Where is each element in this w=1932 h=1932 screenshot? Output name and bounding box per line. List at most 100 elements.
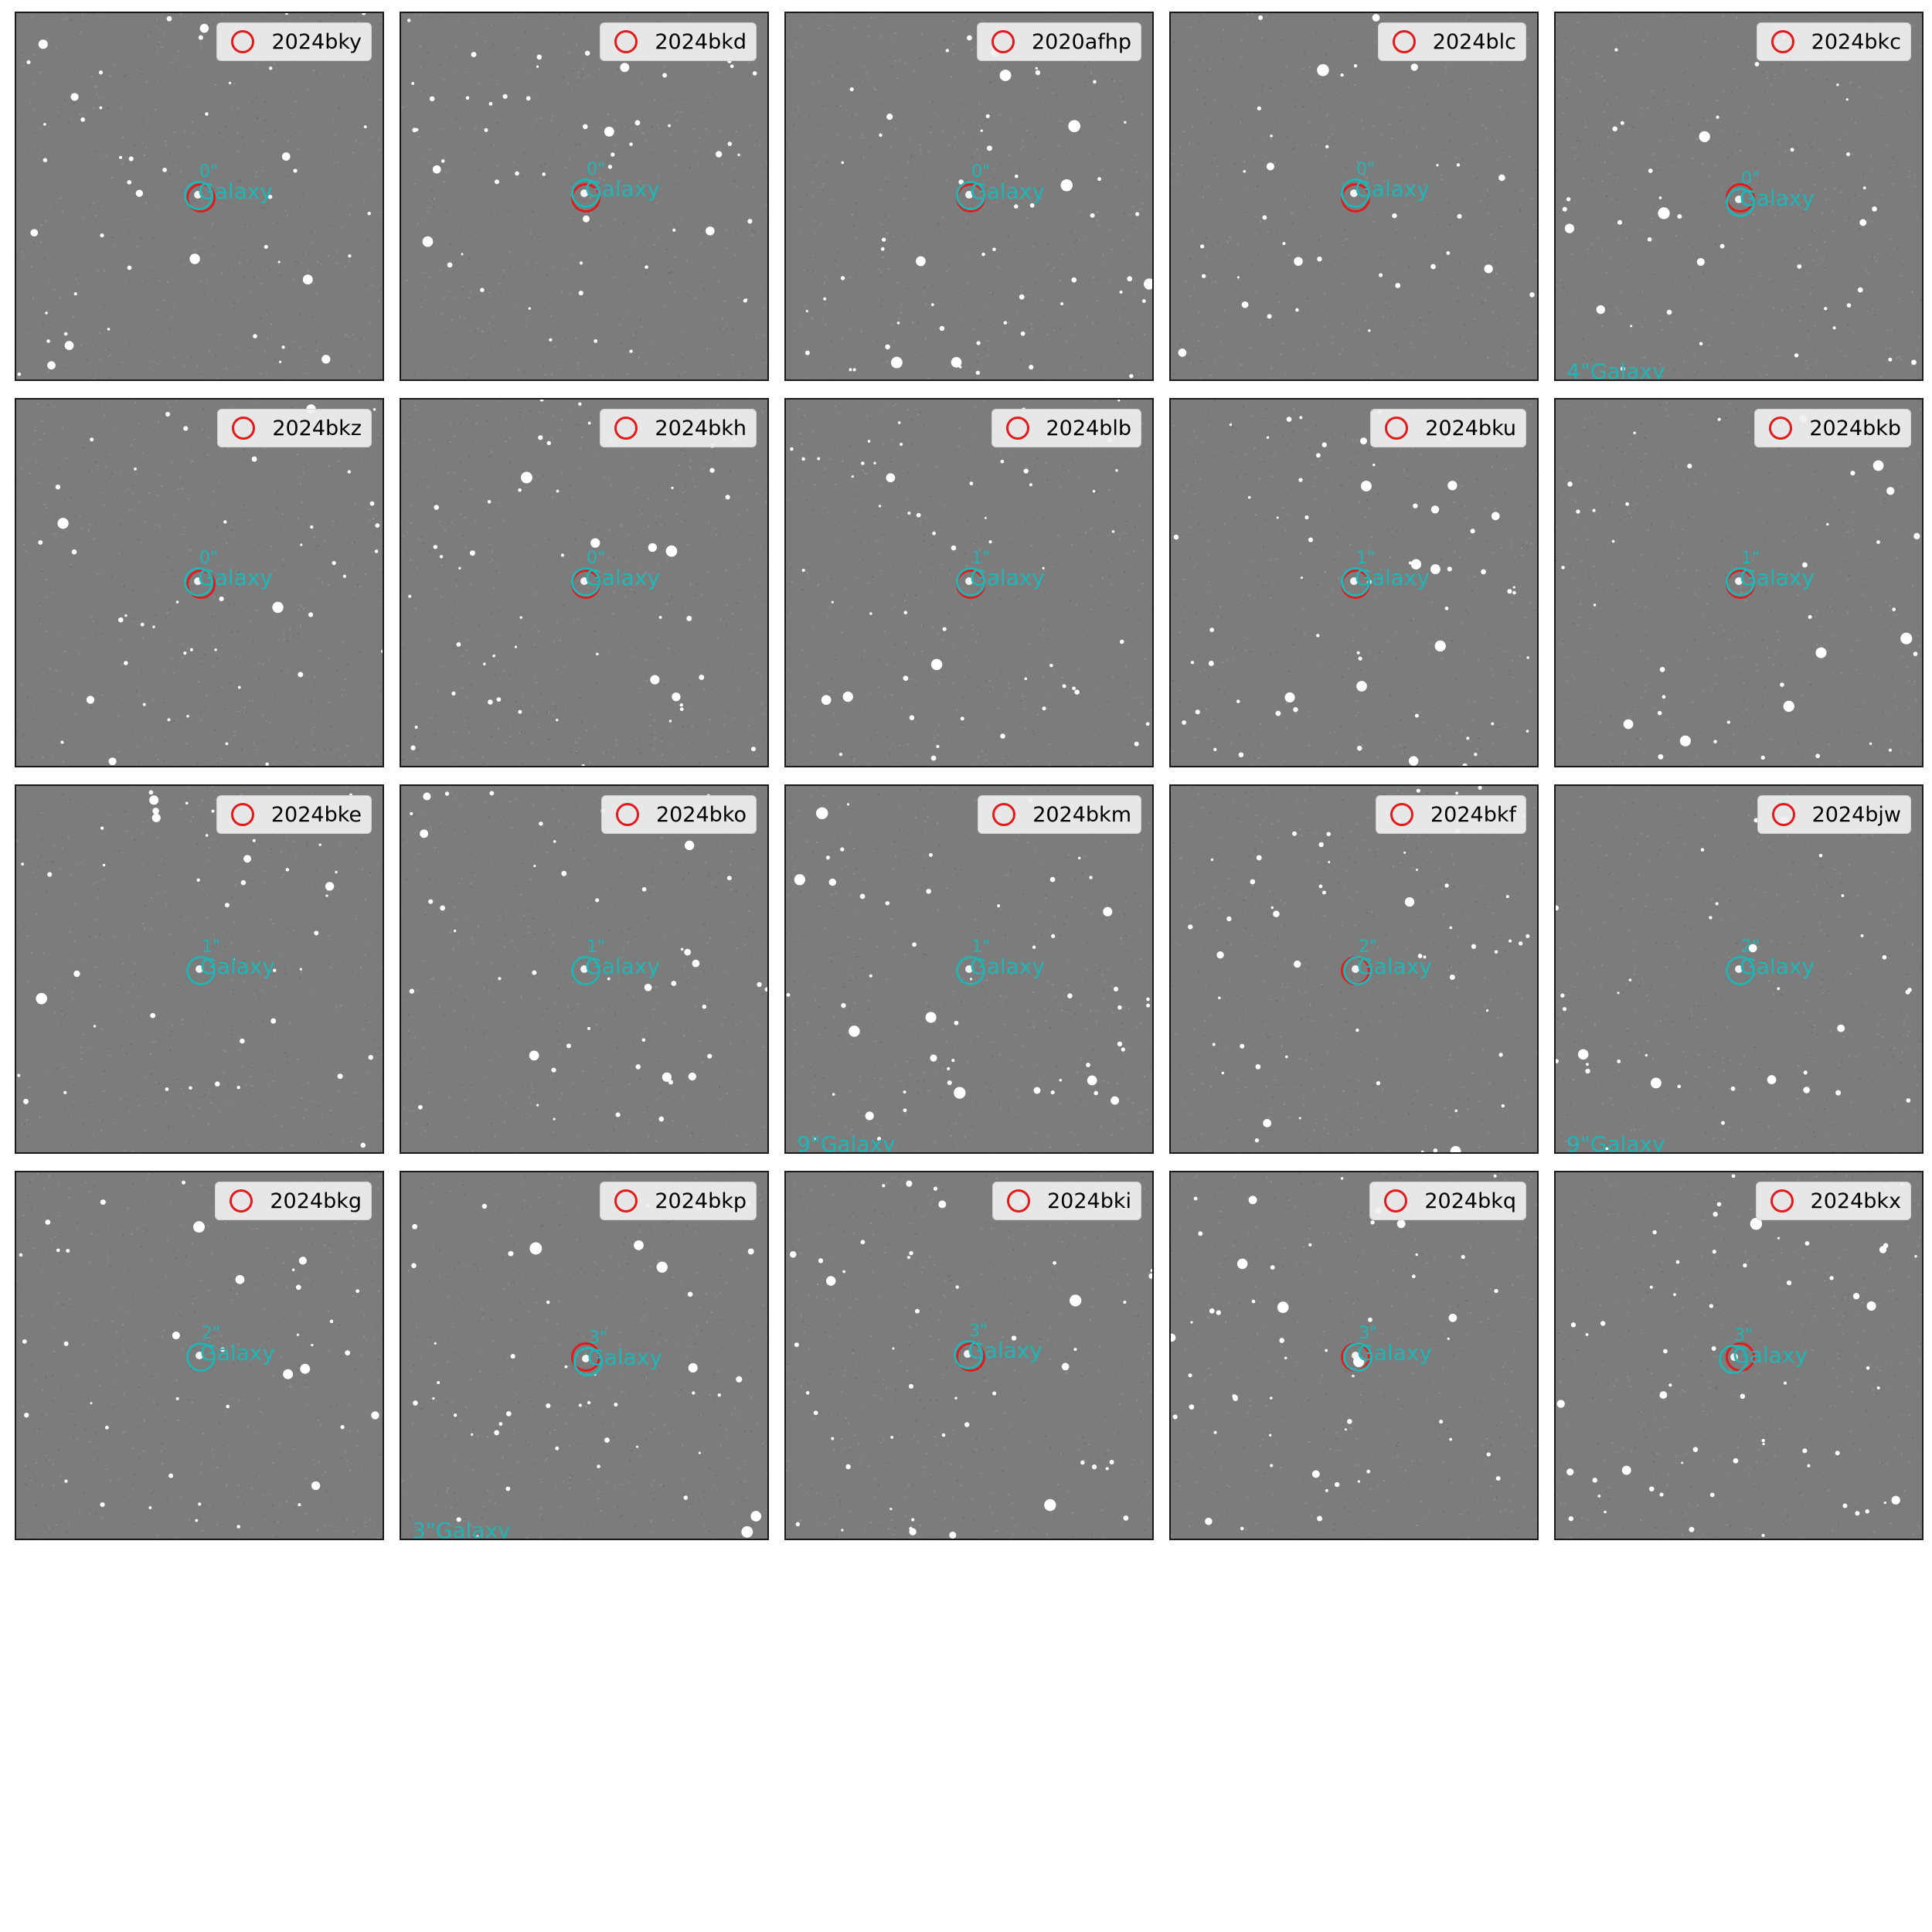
cutout-panel-2024blb[interactable]: 1" Galaxy 2024blb [784,398,1154,767]
legend: 2024bkc [1756,22,1911,61]
legend: 2024bke [216,795,372,834]
host-separation: 0" [199,162,219,182]
host-galaxy-label: 2" Galaxy [200,1325,275,1364]
host-galaxy-marker [1343,1342,1372,1372]
transient-name: 2024bkf [1430,802,1516,827]
host-galaxy-marker [956,956,985,985]
host-galaxy-marker [186,956,216,985]
transient-name: 2020afhp [1031,29,1131,54]
circle-marker-icon [614,30,638,53]
host-galaxy-marker [184,181,213,210]
host-galaxy-label: 1" Galaxy [1740,550,1815,589]
legend: 2024bku [1370,409,1526,447]
cutout-panel-2024bjw[interactable]: 2" Galaxy 9"Galaxy 2024bjw [1554,784,1923,1154]
circle-marker-icon [614,1189,638,1213]
cutout-panel-2024bku[interactable]: 1" Galaxy 2024bku [1169,398,1539,767]
host-galaxy-label: 0" Galaxy [1740,171,1815,209]
host-type: Galaxy [1733,1342,1808,1368]
secondary-host-label: 4"Galaxy [1566,359,1665,381]
host-separation: 2" [1359,937,1378,957]
legend: 2024blb [991,409,1141,447]
host-type: Galaxy [970,954,1045,979]
host-galaxy-marker [571,567,600,597]
host-galaxy-marker [1719,1345,1748,1374]
host-galaxy-label: 2" Galaxy [1357,939,1432,978]
host-galaxy-marker [573,1347,603,1376]
transient-name: 2024bkh [655,416,747,440]
cutout-panel-2024bkz[interactable]: 0" Galaxy 2024bkz [15,398,384,767]
host-galaxy-label: 1" Galaxy [970,550,1045,589]
legend: 2020afhp [976,22,1141,61]
host-galaxy-marker [956,567,985,597]
circle-marker-icon [1770,1189,1794,1213]
circle-marker-icon [614,417,638,440]
cutout-panel-2024bkq[interactable]: 3" Galaxy 2024bkq [1169,1171,1539,1540]
cutout-panel-2020afhp[interactable]: 0" Galaxy 2020afhp [784,12,1154,381]
transient-name: 2024bjw [1811,802,1901,827]
host-separation: 2" [1741,937,1760,957]
cutout-panel-2024bkh[interactable]: 0" Galaxy 2024bkh [400,398,769,767]
cutout-panel-2024bkb[interactable]: 1" Galaxy 2024bkb [1554,398,1923,767]
host-galaxy-label: 3" Galaxy [968,1323,1043,1362]
host-type: Galaxy [200,954,275,979]
host-type: Galaxy [1355,176,1430,202]
cutout-panel-2024bkm[interactable]: 1" Galaxy 9"Galaxy 2024bkm [784,784,1154,1154]
host-galaxy-marker [571,956,600,985]
host-type: Galaxy [587,1345,662,1370]
secondary-host-label: 3"Galaxy [412,1518,511,1540]
host-type: Galaxy [968,1338,1043,1363]
cutout-panel-2024bke[interactable]: 1" Galaxy 2024bke [15,784,384,1154]
host-separation: 0" [199,549,219,568]
circle-marker-icon [615,803,639,826]
transient-name: 2024bki [1047,1189,1131,1213]
circle-marker-icon [1771,803,1795,826]
host-galaxy-label: 3" Galaxy [1733,1328,1808,1366]
cutout-panel-2024bkc[interactable]: 0" Galaxy 4"Galaxy 2024bkc [1554,12,1923,381]
host-type: Galaxy [1357,1340,1432,1366]
cutout-panel-2024bky[interactable]: 0" Galaxy 2024bky [15,12,384,381]
legend: 2024bko [600,795,757,834]
host-galaxy-marker [1341,567,1370,597]
cutout-panel-2024bkg[interactable]: 2" Galaxy 2024bkg [15,1171,384,1540]
host-type: Galaxy [585,565,660,590]
host-galaxy-label: 0" Galaxy [198,164,273,202]
host-separation: 2" [202,1324,221,1343]
transient-name: 2024bkx [1810,1189,1901,1213]
circle-marker-icon [1385,417,1409,440]
transient-name: 2024bky [271,29,362,54]
host-separation: 1" [1356,549,1376,568]
cutout-panel-2024bkd[interactable]: 0" Galaxy 2024bkd [400,12,769,381]
cutout-panel-2024bkx[interactable]: 3" Galaxy 2024bkx [1554,1171,1923,1540]
circle-marker-icon [1390,803,1413,826]
host-galaxy-label: 0" Galaxy [970,164,1045,202]
host-separation: 3" [969,1321,988,1341]
host-separation: 3" [589,1328,608,1348]
host-type: Galaxy [1740,185,1815,211]
cutout-panel-2024bko[interactable]: 1" Galaxy 2024bko [400,784,769,1154]
transient-name: 2024bku [1425,416,1516,440]
host-separation: 3" [1734,1326,1753,1345]
cutout-panel-2024blc[interactable]: 0" Galaxy 2024blc [1169,12,1539,381]
host-galaxy-marker [1726,188,1755,217]
legend: 2024bkh [600,409,757,447]
host-separation: 1" [202,937,221,957]
circle-marker-icon [992,803,1016,826]
host-separation: 0" [1356,160,1376,179]
sky-image [16,13,383,379]
host-separation: 1" [587,937,606,957]
transient-name: 2024bkd [655,29,747,54]
cutout-panel-2024bkp[interactable]: 3" Galaxy 3"Galaxy 2024bkp [400,1171,769,1540]
circle-marker-icon [1007,1189,1030,1213]
cutout-panel-2024bki[interactable]: 3" Galaxy 2024bki [784,1171,1154,1540]
cutout-panel-2024bkf[interactable]: 2" Galaxy 2024bkf [1169,784,1539,1154]
host-galaxy-marker [1341,179,1370,208]
transient-name: 2024bkz [272,416,362,440]
circle-marker-icon [1384,1189,1408,1213]
host-type: Galaxy [585,954,660,979]
host-type: Galaxy [585,176,660,202]
transient-name: 2024bkm [1032,802,1131,827]
secondary-host-label: 9"Galaxy [797,1131,896,1154]
host-separation: 0" [971,162,991,182]
host-galaxy-label: 3" Galaxy [587,1330,662,1369]
host-galaxy-label: 0" Galaxy [585,162,660,200]
